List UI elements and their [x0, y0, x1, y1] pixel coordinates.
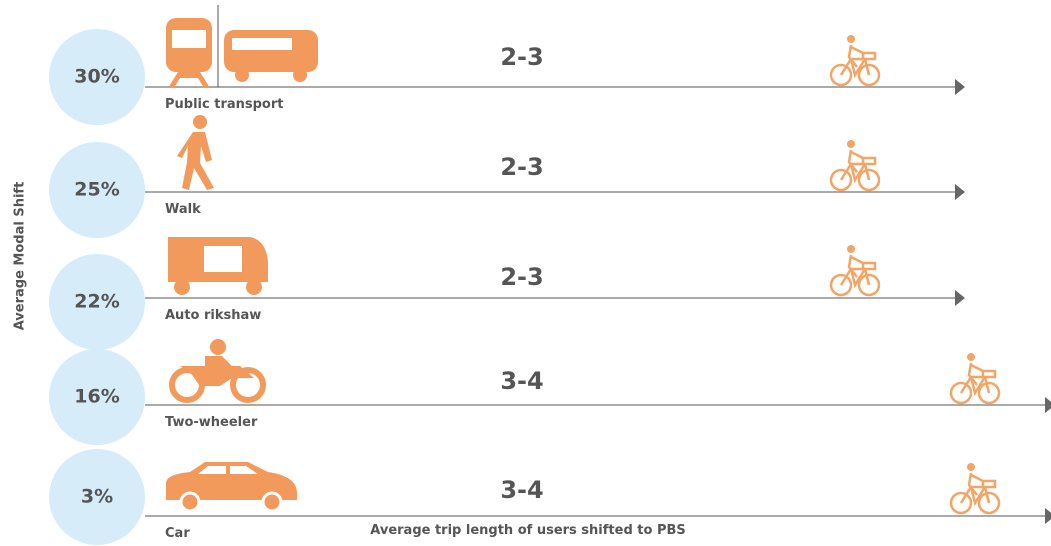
bike-wheel: [977, 491, 1001, 515]
bike-wheel: [829, 168, 853, 192]
trip-length: 2-3: [500, 263, 543, 291]
trip-length: 2-3: [500, 153, 543, 181]
bike-frame: [839, 156, 877, 184]
trip-length: 3-4: [500, 367, 543, 395]
car-wheel: [179, 491, 201, 513]
mode-label: Two-wheeler: [165, 415, 258, 430]
bike-rider: [967, 472, 984, 496]
share-circle: [49, 349, 145, 445]
bike-wheel: [949, 491, 973, 515]
bike-frame: [839, 51, 877, 79]
bus-wheel: [293, 68, 307, 82]
train-window: [172, 30, 206, 48]
bike-frame: [959, 369, 997, 397]
y-axis-label: Average Modal Shift: [13, 182, 28, 331]
bike-wheel: [857, 63, 881, 87]
bike-rider: [967, 362, 984, 386]
share-circle: [49, 254, 145, 350]
walk-head: [193, 115, 207, 129]
bike-rider-head: [967, 353, 975, 361]
bus-window: [232, 38, 292, 50]
bike-rider-head: [967, 463, 975, 471]
bike-rider: [847, 254, 864, 278]
arrow-head: [955, 184, 965, 200]
rikshaw-window: [204, 246, 242, 272]
mode-label: Public transport: [165, 97, 284, 112]
bike-rider: [847, 44, 864, 68]
row: 16% Two-wheeler 3-4: [49, 339, 1051, 445]
bike-rider: [847, 149, 864, 173]
moto-body: [180, 366, 254, 386]
trip-length: 2-3: [500, 43, 543, 71]
bike-wheel: [949, 381, 973, 405]
bike-rider-head: [847, 245, 855, 253]
mode-label: Auto rikshaw: [165, 308, 261, 323]
arrow-head: [955, 290, 965, 306]
arrow-head: [1045, 508, 1051, 524]
mode-label: Car: [165, 526, 190, 541]
bike-frame: [959, 479, 997, 507]
bike-wheel: [857, 273, 881, 297]
car-icon: [166, 462, 297, 500]
bike-rider-head: [847, 140, 855, 148]
row: 30% Public transport 2-3: [49, 5, 965, 125]
share-label: 30%: [74, 66, 119, 88]
moto-rider: [205, 356, 232, 366]
mode-label: Walk: [165, 202, 201, 217]
rikshaw-wheel: [246, 279, 262, 295]
share-label: 16%: [74, 386, 119, 408]
arrow-head: [955, 79, 965, 95]
bike-wheel: [857, 168, 881, 192]
share-circle: [49, 142, 145, 238]
row: 22% Auto rikshaw 2-3: [49, 237, 965, 350]
car-wheel: [261, 491, 283, 513]
rows: 30% Public transport 2-3 25% Walk 2-3 22% Auto …: [49, 5, 1051, 545]
bike-rider-head: [847, 35, 855, 43]
share-label: 22%: [74, 291, 119, 313]
walk-body: [177, 132, 214, 190]
bike-frame: [839, 261, 877, 289]
bus-icon: [224, 30, 318, 72]
rikshaw-wheel: [174, 279, 190, 295]
moto-wheel: [230, 367, 266, 403]
bike-wheel: [829, 63, 853, 87]
moto-rider-head: [210, 339, 226, 355]
share-circle: [49, 449, 145, 545]
row: 3% Car 3-4: [49, 449, 1051, 545]
arrow-head: [1045, 397, 1051, 413]
trip-length: 3-4: [500, 476, 543, 504]
bus-wheel: [235, 68, 249, 82]
bike-wheel: [829, 273, 853, 297]
share-label: 3%: [81, 486, 113, 508]
row: 25% Walk 2-3: [49, 115, 965, 238]
share-circle: [49, 29, 145, 125]
train-rails: [168, 72, 210, 88]
bike-wheel: [977, 381, 1001, 405]
share-label: 25%: [74, 179, 119, 201]
car-window: [198, 466, 258, 474]
x-axis-label: Average trip length of users shifted to …: [370, 523, 686, 538]
